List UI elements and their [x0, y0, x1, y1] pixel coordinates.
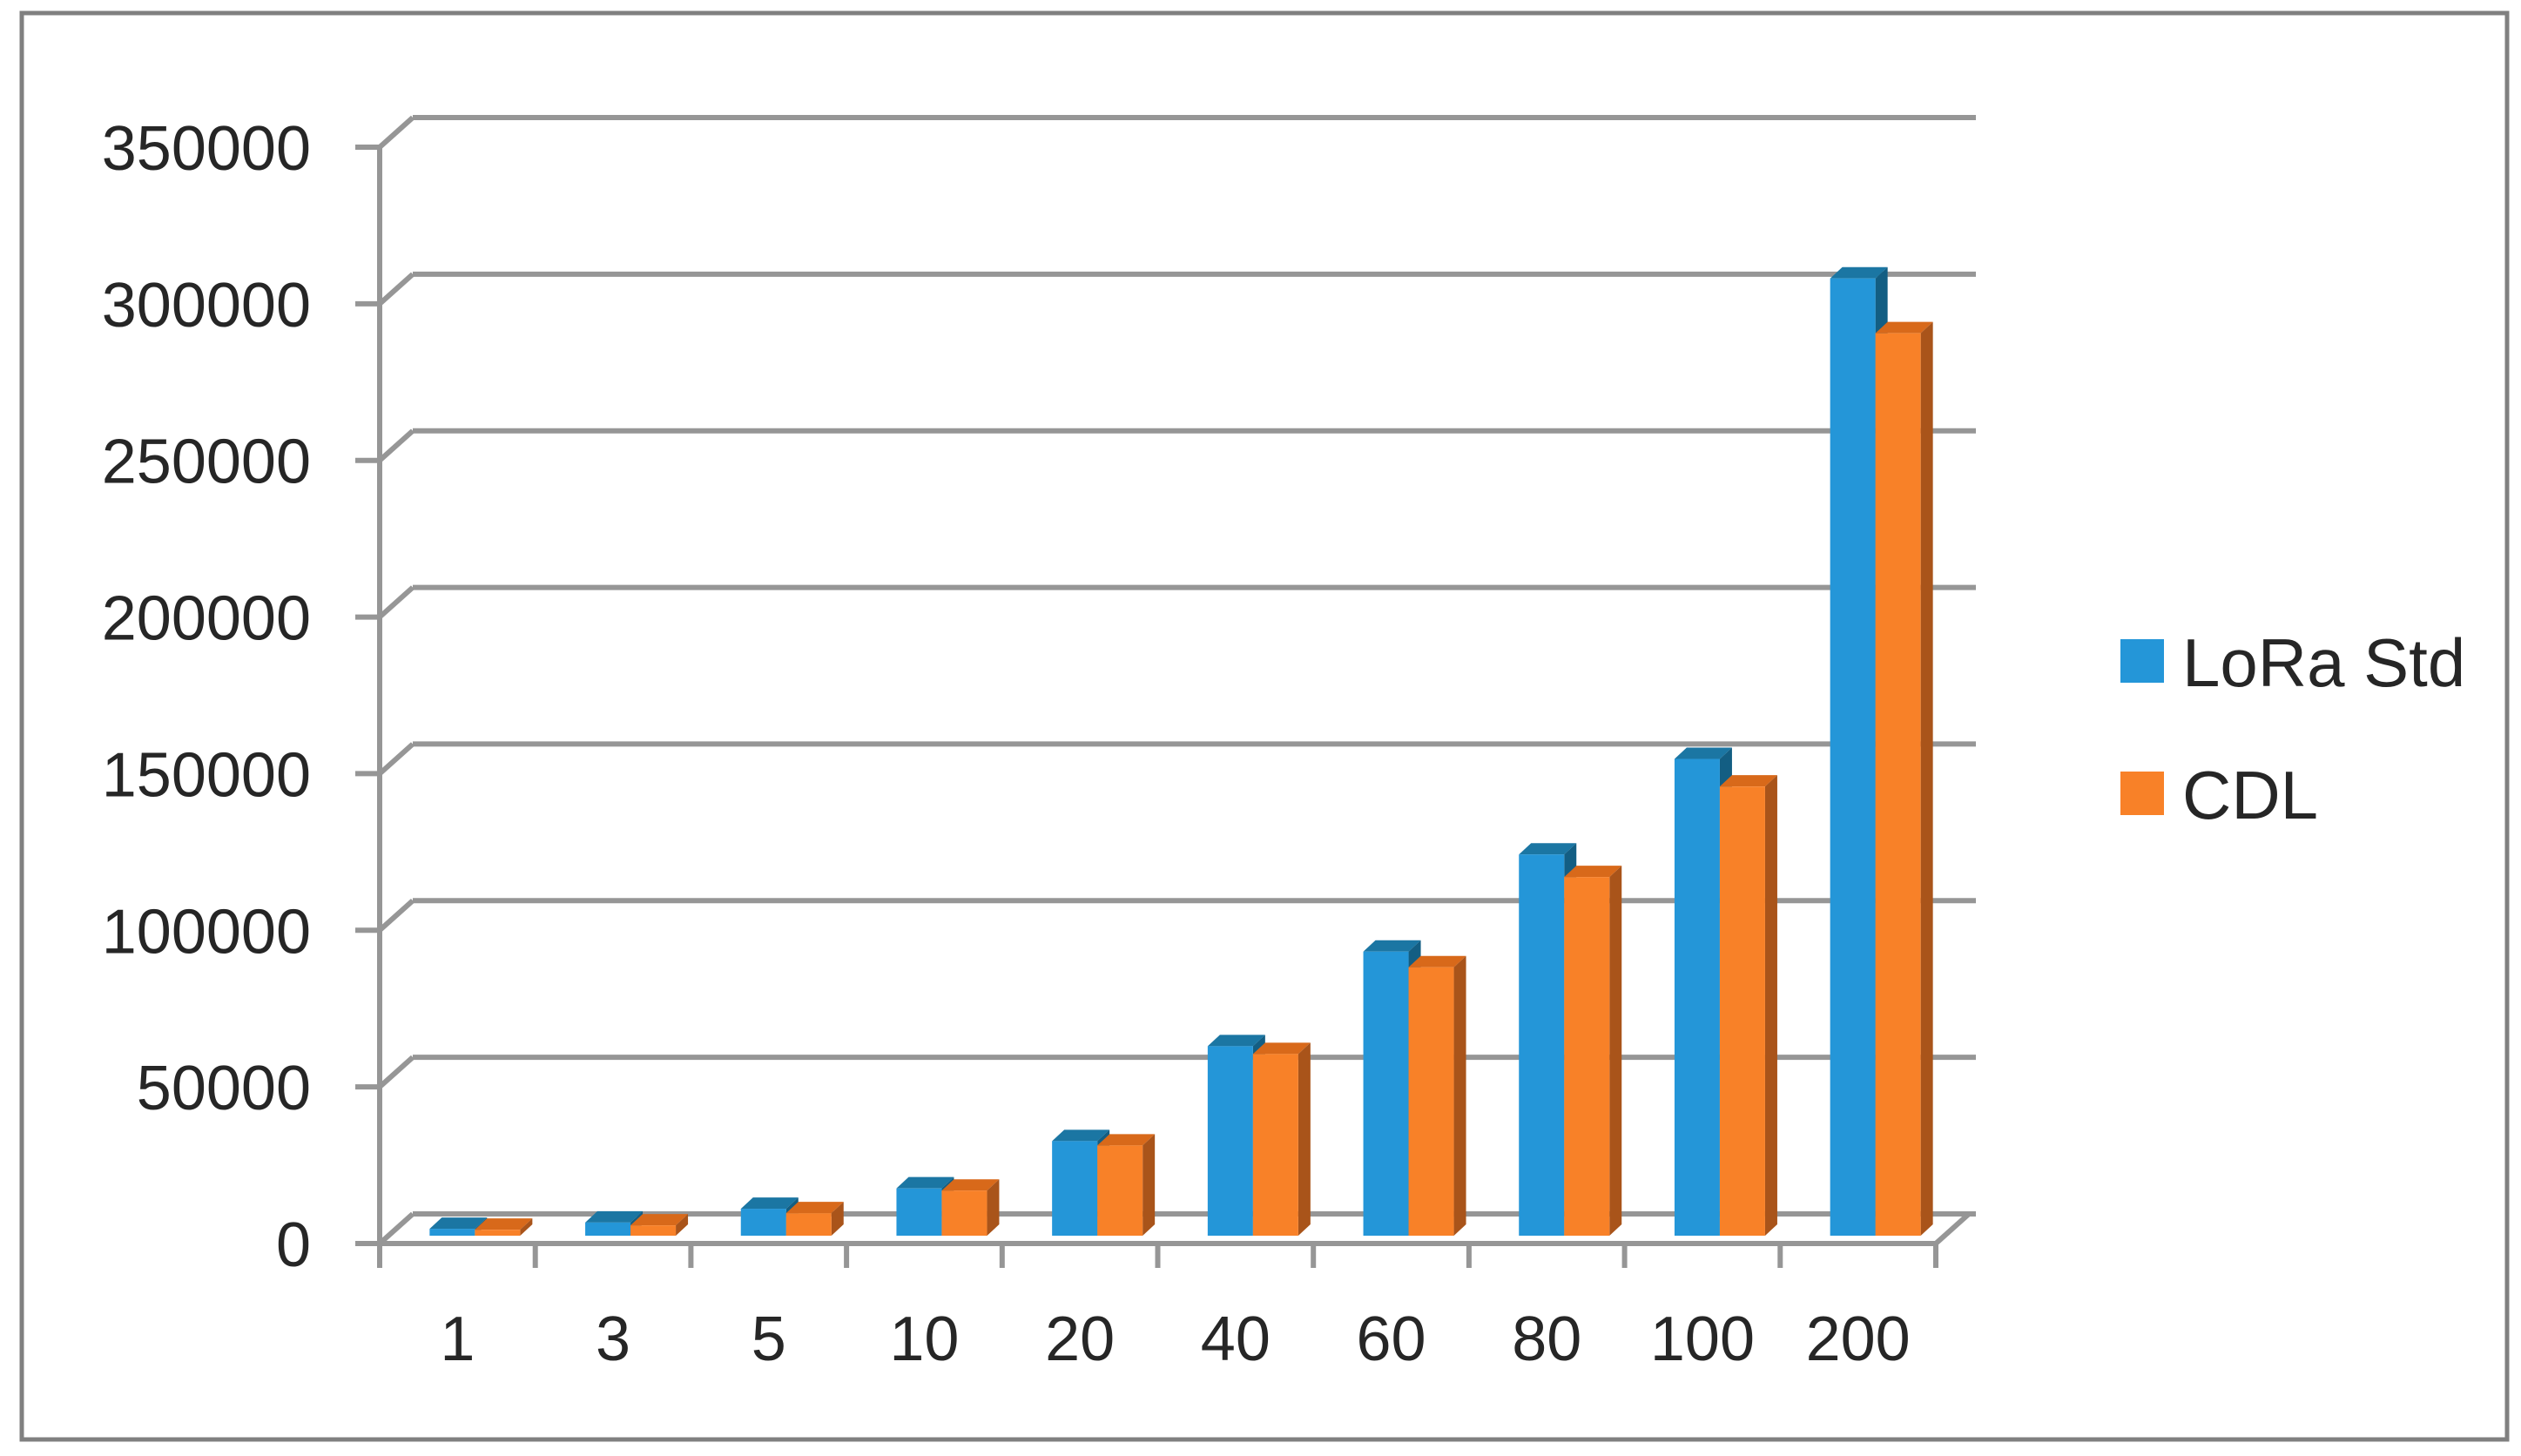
y-axis-label-200000: 200000	[102, 584, 311, 654]
bar-top-lora-std-1	[429, 1217, 488, 1230]
bar-side-cdl-5	[831, 1202, 844, 1236]
bar-top-cdl-40	[1252, 1042, 1311, 1055]
x-axis-label-3: 3	[596, 1304, 630, 1374]
gridline-depth-connector-350000	[377, 115, 415, 150]
bar-top-cdl-20	[1097, 1134, 1156, 1146]
bar-side-cdl-20	[1143, 1134, 1156, 1236]
y-axis-label-250000: 250000	[102, 428, 311, 497]
x-axis-label-5: 5	[752, 1304, 786, 1374]
x-axis-label-100: 100	[1650, 1304, 1755, 1374]
bar-side-cdl-10	[987, 1179, 1000, 1236]
bar-top-lora-std-10	[896, 1176, 954, 1189]
bar-cdl-80	[1564, 877, 1610, 1236]
bar-top-lora-std-3	[585, 1210, 644, 1223]
x-axis-label-80: 80	[1512, 1304, 1581, 1374]
bar-top-cdl-60	[1408, 955, 1466, 967]
bar-cdl-3	[630, 1225, 677, 1236]
bar-side-cdl-3	[676, 1214, 689, 1236]
bar-lora-std-100	[1674, 758, 1720, 1236]
gridline-depth-connector-0	[377, 1211, 415, 1246]
bar-lora-std-5	[740, 1209, 786, 1236]
figure-border	[19, 10, 2510, 1442]
bar-cdl-5	[785, 1213, 832, 1236]
bar-lora-std-20	[1052, 1141, 1098, 1236]
bar-lora-std-1	[429, 1229, 475, 1236]
y-axis-label-150000: 150000	[102, 740, 311, 810]
bar-side-cdl-40	[1298, 1042, 1311, 1236]
bar-side-cdl-100	[1764, 775, 1777, 1236]
x-axis-label-1: 1	[440, 1304, 475, 1374]
y-axis-label-100000: 100000	[102, 897, 311, 967]
y-axis-label-0: 0	[276, 1210, 311, 1280]
y-axis-label-300000: 300000	[102, 271, 311, 340]
x-axis-label-200: 200	[1806, 1304, 1911, 1374]
bar-side-cdl-1	[520, 1218, 533, 1236]
bar-cdl-10	[941, 1190, 988, 1236]
bar-top-cdl-1	[475, 1218, 533, 1230]
gridline-depth-connector-100000	[377, 899, 415, 933]
bar-top-lora-std-20	[1052, 1129, 1110, 1142]
bar-top-lora-std-40	[1207, 1035, 1265, 1047]
gridline-depth-connector-150000	[377, 742, 415, 776]
x-axis-label-60: 60	[1357, 1304, 1426, 1374]
bar-top-lora-std-5	[740, 1197, 799, 1210]
y-axis-label-350000: 350000	[102, 114, 311, 184]
bar-top-cdl-5	[785, 1202, 844, 1214]
bar-cdl-40	[1252, 1054, 1298, 1236]
bar-side-cdl-200	[1920, 321, 1933, 1237]
gridline-depth-connector-250000	[377, 428, 415, 462]
bar-cdl-1	[475, 1230, 521, 1236]
x-axis-label-20: 20	[1045, 1304, 1115, 1374]
legend-label-cdl: CDL	[2182, 757, 2318, 833]
bar-top-cdl-200	[1875, 321, 1933, 334]
bar-lora-std-3	[585, 1222, 631, 1236]
bar-top-lora-std-80	[1519, 843, 1577, 855]
bar-top-cdl-80	[1564, 866, 1622, 878]
bar-lora-std-40	[1207, 1046, 1253, 1236]
bar-top-cdl-100	[1719, 775, 1777, 787]
bar-top-cdl-3	[630, 1214, 689, 1226]
bar-lora-std-80	[1519, 854, 1565, 1236]
legend-swatch-lora-std	[2120, 639, 2164, 683]
bar-lora-std-10	[896, 1188, 942, 1236]
floor-right-depth-edge	[1933, 1211, 1972, 1246]
gridline-depth-connector-200000	[377, 585, 415, 619]
gridline-depth-connector-300000	[377, 272, 415, 307]
bar-top-lora-std-200	[1830, 266, 1888, 279]
bar-side-cdl-80	[1609, 866, 1622, 1236]
bar-top-lora-std-100	[1674, 747, 1732, 759]
bar-lora-std-200	[1830, 278, 1876, 1236]
x-axis-label-10: 10	[889, 1304, 959, 1374]
bar-cdl-200	[1875, 333, 1921, 1237]
bar-lora-std-60	[1363, 951, 1409, 1236]
legend-label-lora-std: LoRa Std	[2182, 624, 2465, 701]
bar-cdl-20	[1097, 1145, 1143, 1236]
y-axis-label-50000: 50000	[137, 1054, 311, 1123]
bar-cdl-100	[1719, 786, 1765, 1236]
bar-cdl-60	[1408, 967, 1454, 1236]
bar-top-lora-std-60	[1363, 940, 1421, 952]
gridline-depth-connector-50000	[377, 1055, 415, 1089]
bar-side-cdl-60	[1453, 955, 1466, 1236]
bar-top-cdl-10	[941, 1179, 1000, 1191]
x-axis-label-40: 40	[1201, 1304, 1271, 1374]
legend-swatch-cdl	[2120, 772, 2164, 815]
